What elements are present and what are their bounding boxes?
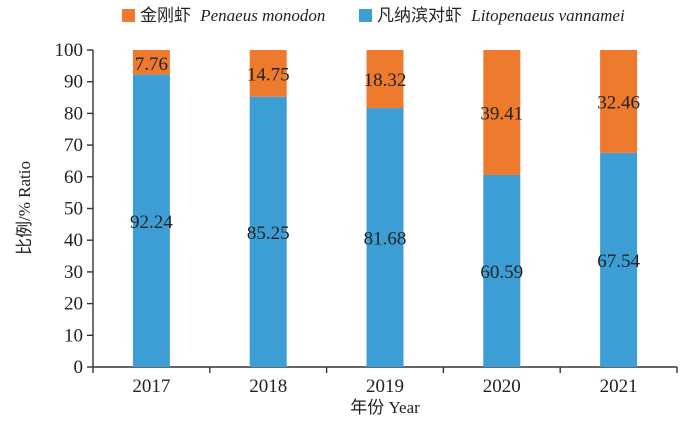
legend-label-litopenaeus-cn: 凡纳滨对虾 (377, 6, 462, 25)
legend-label-penaeus-cn: 金刚虾 (140, 6, 191, 25)
y-tick-label-20: 20 (64, 294, 83, 315)
bar-penaeus-2020 (483, 50, 521, 175)
data-label-penaeus-2019: 18.32 (364, 70, 407, 91)
data-label-litopenaeus-2019: 81.68 (364, 229, 407, 250)
legend-label-penaeus-latin: Penaeus monodon (199, 6, 325, 25)
legend-swatch-penaeus (122, 9, 135, 22)
bar-litopenaeus-2019 (366, 108, 404, 367)
x-tick-label-2018: 2018 (249, 376, 287, 397)
data-label-penaeus-2018: 14.75 (247, 64, 290, 85)
bar-litopenaeus-2018 (249, 96, 287, 367)
data-label-litopenaeus-2021: 67.54 (597, 251, 640, 272)
bar-litopenaeus-2020 (483, 174, 521, 367)
y-tick-label-40: 40 (64, 230, 83, 251)
data-label-penaeus-2021: 32.46 (597, 92, 640, 113)
x-axis-title: 年份 Year (350, 398, 420, 417)
bar-penaeus-2018 (249, 50, 287, 97)
data-label-penaeus-2017: 7.76 (135, 54, 168, 75)
svg-text:凡纳滨对虾 Litopenaeus vann: 凡纳滨对虾 Litopenaeus vannamei (377, 6, 625, 25)
y-tick-label-60: 60 (64, 167, 83, 188)
legend-item-penaeus: 金刚虾 Penaeus monodon (122, 6, 325, 25)
data-label-litopenaeus-2017: 92.24 (130, 212, 173, 233)
bar-litopenaeus-2021 (600, 152, 638, 367)
data-labels: 92.24 7.76 85.25 14.75 81.68 18.32 60.59 39.41 6… (130, 54, 640, 283)
bar-penaeus-2017 (132, 50, 170, 75)
data-label-litopenaeus-2020: 60.59 (480, 262, 523, 283)
y-tick-label-100: 100 (55, 40, 84, 61)
y-tick-label-70: 70 (64, 135, 83, 156)
y-tick-label-10: 10 (64, 325, 83, 346)
legend-swatch-litopenaeus (359, 9, 372, 22)
x-axis-ticks: 2017 2018 2019 2020 2021 (92, 367, 678, 397)
y-tick-label-30: 30 (64, 262, 83, 283)
legend-item-litopenaeus: 凡纳滨对虾 Litopenaeus vannamei (359, 6, 625, 25)
x-tick-label-2021: 2021 (600, 376, 638, 397)
x-tick-label-2019: 2019 (366, 376, 404, 397)
bar-penaeus-2021 (600, 50, 638, 153)
bar-penaeus-2019 (366, 50, 404, 109)
data-label-penaeus-2020: 39.41 (480, 103, 523, 124)
legend: 金刚虾 Penaeus monodon 凡纳滨对虾 Litopenaeus va… (122, 6, 625, 25)
y-axis-ticks: 0 10 20 30 40 50 60 70 80 90 100 (55, 40, 93, 378)
y-tick-label-50: 50 (64, 199, 83, 220)
x-tick-label-2020: 2020 (483, 376, 521, 397)
y-axis-title: 比例/% Ratio (15, 161, 34, 255)
x-tick-label-2017: 2017 (132, 376, 170, 397)
data-label-litopenaeus-2018: 85.25 (247, 223, 290, 244)
y-tick-label-90: 90 (64, 72, 83, 93)
bars (132, 50, 638, 368)
legend-label-litopenaeus-latin: Litopenaeus vannamei (470, 6, 625, 25)
bar-litopenaeus-2017 (132, 74, 170, 368)
svg-text:金刚虾 Penaeus monodon: 金刚虾 Penaeus monodon (140, 6, 325, 25)
y-tick-label-80: 80 (64, 103, 83, 124)
y-tick-label-0: 0 (74, 357, 84, 378)
